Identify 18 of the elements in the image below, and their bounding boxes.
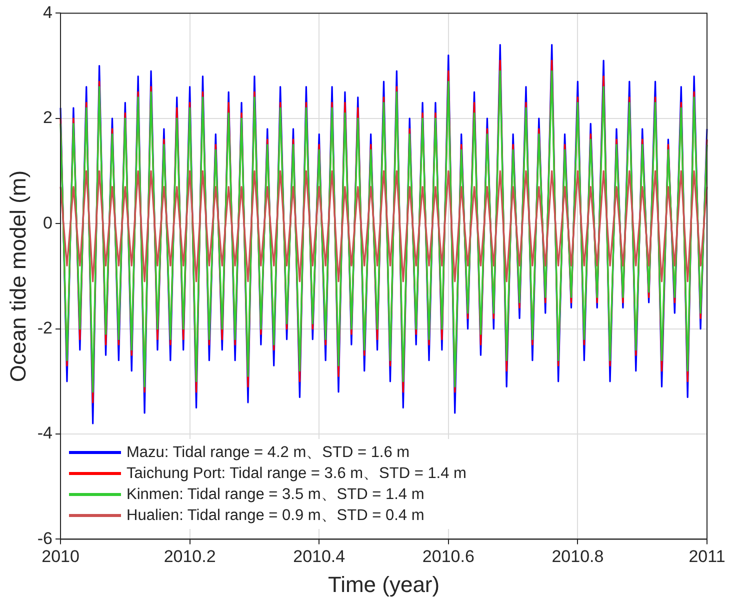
legend-label: Hualien: Tidal range = 0.9 m、STD = 0.4 m <box>126 506 424 526</box>
x-tick-label: 2011 <box>688 547 726 566</box>
y-tick-label: -2 <box>37 318 53 338</box>
y-tick-label: 4 <box>43 2 53 22</box>
y-tick-label: -4 <box>37 424 53 443</box>
x-tick-label: 2010.2 <box>164 547 216 566</box>
y-tick-label: -6 <box>37 528 53 548</box>
y-tick-label: 2 <box>43 108 53 128</box>
x-tick-label: 2010.4 <box>293 547 346 566</box>
x-axis-title: Time (year) <box>328 572 440 597</box>
legend-label: Taichung Port: Tidal range = 3.6 m、STD = 1.4 m <box>126 464 466 484</box>
x-tick-label: 2010.6 <box>422 547 474 566</box>
legend-label: Kinmen: Tidal range = 3.5 m、STD = 1.4 m <box>126 485 424 506</box>
x-tick-label: 2010.8 <box>552 547 604 566</box>
x-tick-label: 2010 <box>42 547 80 566</box>
legend-label: Mazu: Tidal range = 4.2 m、STD = 1.6 m <box>126 443 410 464</box>
y-tick-label: 0 <box>43 213 53 232</box>
y-axis-title: Ocean tide model (m) <box>5 170 30 382</box>
